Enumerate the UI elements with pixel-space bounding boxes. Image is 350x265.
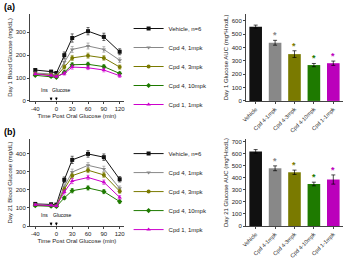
- svg-text:Ins: Ins: [41, 87, 48, 93]
- svg-text:Glucose: Glucose: [52, 87, 71, 93]
- svg-text:*: *: [292, 160, 296, 170]
- svg-text:Cpd 4-3mpk: Cpd 4-3mpk: [272, 231, 298, 257]
- svg-text:600: 600: [232, 151, 243, 157]
- svg-text:Cpd 1, 1mpk: Cpd 1, 1mpk: [169, 227, 204, 233]
- svg-text:300: 300: [232, 187, 243, 193]
- svg-text:400: 400: [232, 175, 243, 181]
- svg-text:*: *: [273, 30, 277, 40]
- svg-text:0: 0: [238, 98, 242, 104]
- svg-text:0: 0: [22, 223, 26, 229]
- svg-text:100: 100: [232, 211, 243, 217]
- svg-text:90: 90: [101, 231, 108, 237]
- svg-text:30: 30: [69, 231, 76, 237]
- svg-text:90: 90: [101, 106, 108, 112]
- svg-text:400: 400: [232, 45, 243, 51]
- svg-text:200: 200: [16, 52, 27, 58]
- svg-text:Cpd 4, 1mpk: Cpd 4, 1mpk: [169, 45, 204, 51]
- svg-text:Time Post Oral Glucose (min): Time Post Oral Glucose (min): [38, 238, 117, 244]
- svg-text:600: 600: [232, 18, 243, 24]
- svg-text:Cpd 1, 1mpk: Cpd 1, 1mpk: [169, 102, 204, 108]
- svg-text:Cpd 1-1mpk: Cpd 1-1mpk: [311, 106, 337, 132]
- svg-text:Cpd 4-1mpk: Cpd 4-1mpk: [252, 231, 278, 257]
- svg-text:100: 100: [16, 205, 27, 211]
- svg-text:*: *: [331, 165, 335, 175]
- svg-text:0: 0: [22, 98, 26, 104]
- svg-text:0: 0: [55, 106, 59, 112]
- svg-text:Vehicle: Vehicle: [242, 106, 259, 123]
- svg-text:200: 200: [232, 71, 243, 77]
- svg-text:60: 60: [85, 231, 92, 237]
- svg-text:30: 30: [69, 106, 76, 112]
- svg-text:700: 700: [232, 139, 243, 145]
- svg-text:0: 0: [55, 231, 59, 237]
- svg-text:(b): (b): [4, 127, 16, 137]
- svg-text:Cpd 4-10mpk: Cpd 4-10mpk: [289, 106, 317, 134]
- svg-text:(a): (a): [4, 2, 15, 12]
- svg-text:120: 120: [115, 106, 126, 112]
- svg-text:500: 500: [232, 31, 243, 37]
- svg-text:Vehicle, n=6: Vehicle, n=6: [169, 26, 203, 32]
- svg-text:*: *: [331, 51, 335, 61]
- svg-text:Time Post Oral Glucose (min): Time Post Oral Glucose (min): [38, 113, 117, 119]
- svg-text:*: *: [292, 41, 296, 51]
- svg-text:60: 60: [85, 106, 92, 112]
- svg-text:-40: -40: [31, 231, 40, 237]
- svg-text:Cpd 4, 10mpk: Cpd 4, 10mpk: [169, 208, 207, 214]
- svg-text:0: 0: [238, 223, 242, 229]
- svg-text:Day 1 Glucose AUC (mg*HrxdL): Day 1 Glucose AUC (mg*HrxdL): [223, 15, 229, 101]
- svg-text:300: 300: [16, 169, 27, 175]
- svg-text:Cpd 4, 10mpk: Cpd 4, 10mpk: [169, 83, 207, 89]
- svg-text:100: 100: [232, 85, 243, 91]
- svg-text:Ins: Ins: [41, 212, 48, 218]
- svg-text:500: 500: [232, 163, 243, 169]
- svg-text:Day 1 Blood Glucose (mg/dL): Day 1 Blood Glucose (mg/dL): [7, 18, 13, 97]
- svg-text:Day 21 Blood Glucose (mg/dL): Day 21 Blood Glucose (mg/dL): [7, 142, 13, 224]
- svg-text:Cpd 1-1mpk: Cpd 1-1mpk: [311, 231, 337, 257]
- svg-text:Cpd 4, 3mpk: Cpd 4, 3mpk: [169, 64, 204, 70]
- svg-text:400: 400: [16, 151, 27, 157]
- svg-text:300: 300: [16, 29, 27, 35]
- svg-text:200: 200: [16, 187, 27, 193]
- svg-text:Vehicle: Vehicle: [242, 231, 259, 248]
- svg-text:100: 100: [16, 75, 27, 81]
- svg-text:Cpd 4, 1mpk: Cpd 4, 1mpk: [169, 170, 204, 176]
- svg-text:-40: -40: [31, 106, 40, 112]
- svg-text:Vehicle, n=6: Vehicle, n=6: [169, 151, 203, 157]
- svg-text:300: 300: [232, 58, 243, 64]
- svg-text:Cpd 4-10mpk: Cpd 4-10mpk: [289, 231, 317, 259]
- svg-text:200: 200: [232, 199, 243, 205]
- svg-text:120: 120: [115, 231, 126, 237]
- svg-text:*: *: [312, 172, 316, 182]
- svg-text:*: *: [312, 53, 316, 63]
- svg-text:Glucose: Glucose: [53, 212, 72, 218]
- svg-text:Cpd 4-3mpk: Cpd 4-3mpk: [272, 106, 298, 132]
- svg-text:Day 21 Glucose AUC (mg*HrxdL): Day 21 Glucose AUC (mg*HrxdL): [223, 138, 229, 227]
- svg-text:Cpd 4-1mpk: Cpd 4-1mpk: [252, 106, 278, 132]
- svg-text:*: *: [273, 156, 277, 166]
- svg-text:Cpd 4, 3mpk: Cpd 4, 3mpk: [169, 189, 204, 195]
